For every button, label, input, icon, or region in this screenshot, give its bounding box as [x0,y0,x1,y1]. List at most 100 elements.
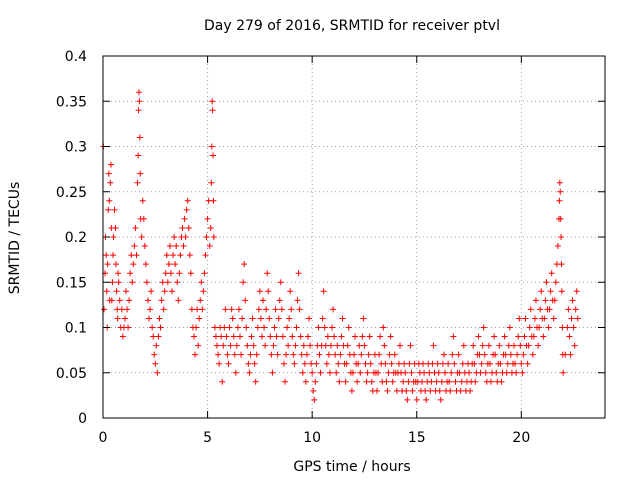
data-point [435,369,442,376]
data-point [103,252,110,259]
data-point [202,252,209,259]
data-point [309,369,316,376]
data-point [312,378,319,385]
data-point [501,333,508,340]
data-point [181,215,188,222]
data-point [113,288,120,295]
data-point [335,360,342,367]
data-point [179,224,186,231]
data-point [427,387,434,394]
data-point [519,369,526,376]
data-point [336,378,343,385]
data-point [158,297,165,304]
data-point [210,197,217,204]
data-point [529,351,536,358]
data-point [352,333,359,340]
data-point [506,324,513,331]
data-point [278,306,285,313]
data-point [393,387,400,394]
data-point [190,333,197,340]
data-point [374,387,381,394]
data-point [558,288,565,295]
data-point [121,315,128,322]
data-point [466,369,473,376]
data-point [135,89,142,96]
data-point [472,378,479,385]
y-tick-label: 0.35 [56,94,87,110]
data-point [482,369,489,376]
data-point [571,342,578,349]
y-axis-title: SRMTID / TECUs [7,182,23,295]
data-point [245,360,252,367]
data-point [287,288,294,295]
data-point [267,333,274,340]
data-point [124,306,131,313]
data-point [310,387,317,394]
data-point [185,224,192,231]
data-point [362,360,369,367]
data-point [535,342,542,349]
data-point [440,351,447,358]
data-point [325,351,332,358]
data-point [405,378,412,385]
data-point [476,351,483,358]
data-point [227,342,234,349]
data-point [572,306,579,313]
data-point [477,369,484,376]
data-point [293,324,300,331]
data-point [364,369,371,376]
data-point [255,306,262,313]
data-point [138,234,145,240]
data-point [177,252,184,259]
y-tick-label: 0.4 [65,49,87,65]
data-point [135,152,142,159]
data-point [209,107,216,114]
data-point [496,342,503,349]
data-point [225,360,232,367]
data-point [153,342,160,349]
data-point [504,360,511,367]
data-point [403,387,410,394]
data-point [253,351,260,358]
data-point [176,270,183,277]
data-point [334,342,341,349]
data-point [134,179,141,186]
data-point [556,179,563,186]
data-point [478,360,485,367]
data-point [229,315,236,322]
data-point [329,324,336,331]
x-tick-label: 15 [408,430,426,446]
data-point [557,215,564,222]
data-point [223,333,230,340]
data-point [395,360,402,367]
data-point [437,396,444,403]
data-point [220,342,227,349]
data-point [402,369,409,376]
data-point [118,306,125,313]
data-point [182,234,189,240]
data-point [332,351,339,358]
data-point [188,306,195,313]
data-point [246,369,253,376]
data-point [452,378,459,385]
data-point [516,315,523,322]
data-point [574,315,581,322]
data-point [455,351,462,358]
y-tick-label: 0.2 [65,230,87,246]
data-point [268,351,275,358]
data-point [211,324,218,331]
data-point [112,261,119,268]
data-point [367,360,374,367]
data-point [149,324,156,331]
data-point [248,333,255,340]
data-point [361,342,368,349]
x-axis-title: GPS time / hours [293,459,410,475]
data-point [201,270,208,277]
data-point [537,306,544,313]
y-tick-label: 0.25 [56,185,87,201]
data-point [272,306,279,313]
chart-title: Day 279 of 2016, SRMTID for receiver ptv… [204,18,500,34]
data-point [355,360,362,367]
data-point [385,369,392,376]
data-point [241,261,248,268]
